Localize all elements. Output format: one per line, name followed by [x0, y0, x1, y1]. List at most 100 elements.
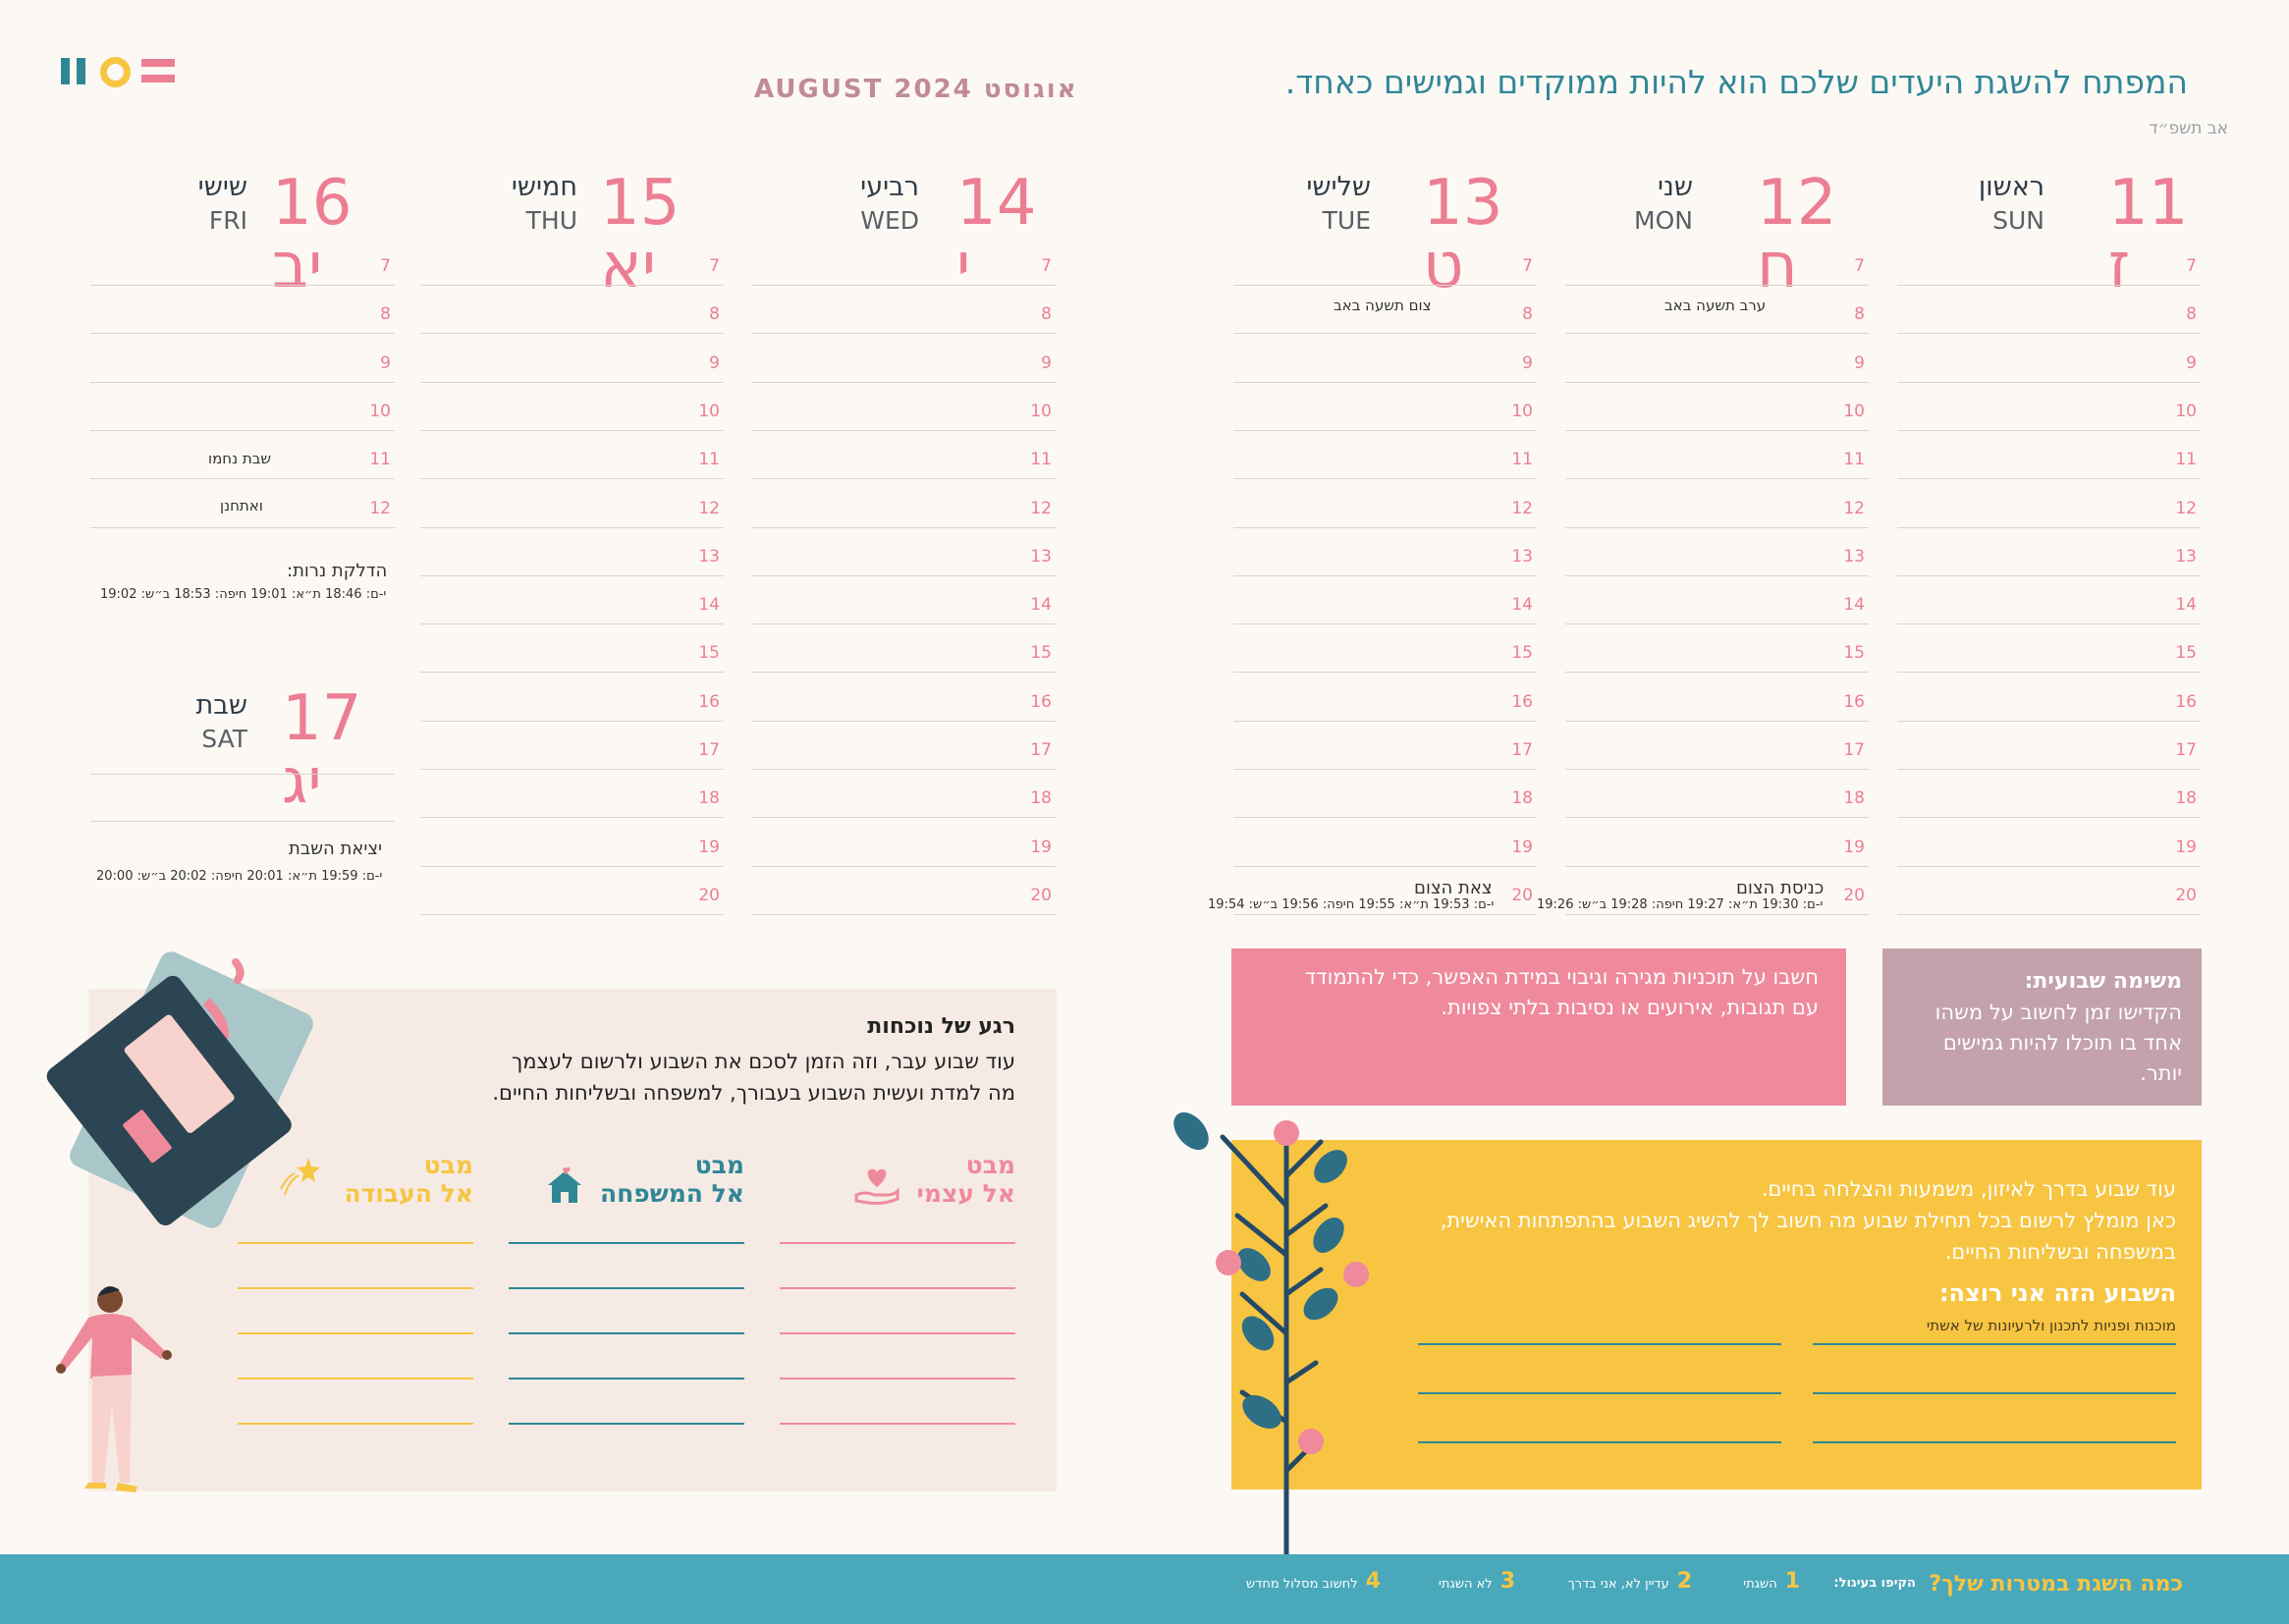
- footer-option-2[interactable]: 2עדיין לא, אני בדרך: [1567, 1569, 1692, 1594]
- hour-line[interactable]: [420, 769, 724, 770]
- hour-line[interactable]: [1897, 913, 2201, 915]
- hour-line[interactable]: [90, 381, 395, 383]
- hour-line[interactable]: [1565, 623, 1869, 625]
- hour-line[interactable]: [1233, 333, 1537, 335]
- hour-line[interactable]: [420, 720, 724, 722]
- hour-line[interactable]: [1233, 574, 1537, 576]
- footer-option-3[interactable]: 3לא השגתי: [1438, 1569, 1515, 1594]
- hour-line[interactable]: [1565, 429, 1869, 431]
- hour-line[interactable]: [420, 672, 724, 674]
- reflection-line[interactable]: [509, 1332, 744, 1334]
- hour-line[interactable]: [1565, 526, 1869, 528]
- hour-line[interactable]: [752, 574, 1056, 576]
- hour-line[interactable]: [1897, 769, 2201, 770]
- hour-line[interactable]: [420, 817, 724, 819]
- hour-line[interactable]: [90, 333, 395, 335]
- hour-line[interactable]: [1565, 381, 1869, 383]
- reflection-line[interactable]: [780, 1378, 1015, 1380]
- goal-line[interactable]: [1418, 1441, 1781, 1443]
- hour-line[interactable]: [1897, 865, 2201, 867]
- hour-line[interactable]: [752, 333, 1056, 335]
- reflection-line[interactable]: [509, 1378, 744, 1380]
- hour-line[interactable]: [90, 526, 395, 528]
- reflection-line[interactable]: [509, 1423, 744, 1425]
- hour-line[interactable]: [1565, 333, 1869, 335]
- hour-line[interactable]: [752, 720, 1056, 722]
- hour-line[interactable]: [90, 429, 395, 431]
- hour-line[interactable]: [1565, 913, 1869, 915]
- hour-line[interactable]: [1233, 478, 1537, 480]
- hour-line[interactable]: [1233, 672, 1537, 674]
- hour-line[interactable]: [420, 478, 724, 480]
- hour-line[interactable]: [1233, 285, 1537, 286]
- hour-line[interactable]: [1233, 769, 1537, 770]
- hour-line[interactable]: [420, 574, 724, 576]
- hour-line[interactable]: [1897, 333, 2201, 335]
- reflection-line[interactable]: [238, 1287, 473, 1289]
- footer-option-1[interactable]: 1השגתי: [1743, 1569, 1800, 1594]
- goal-line[interactable]: [1418, 1343, 1781, 1345]
- hour-line[interactable]: [1897, 574, 2201, 576]
- hour-line[interactable]: [752, 429, 1056, 431]
- reflection-line[interactable]: [780, 1242, 1015, 1244]
- hour-line[interactable]: [752, 478, 1056, 480]
- hour-line[interactable]: [1565, 285, 1869, 286]
- hour-line[interactable]: [1565, 478, 1869, 480]
- hour-line[interactable]: [752, 526, 1056, 528]
- goal-line[interactable]: [1813, 1441, 2176, 1443]
- hour-line[interactable]: [1233, 817, 1537, 819]
- hour-line[interactable]: [1565, 769, 1869, 770]
- hour-line[interactable]: [752, 672, 1056, 674]
- hour-line[interactable]: [420, 913, 724, 915]
- reflection-line[interactable]: [780, 1423, 1015, 1425]
- hour-line[interactable]: [1565, 817, 1869, 819]
- reflection-line[interactable]: [238, 1423, 473, 1425]
- hour-line[interactable]: [1565, 574, 1869, 576]
- hour-line[interactable]: [90, 478, 395, 480]
- hour-line[interactable]: [752, 817, 1056, 819]
- hour-line[interactable]: [1233, 720, 1537, 722]
- event-fri-2[interactable]: ואתחנן: [220, 497, 263, 514]
- reflection-line[interactable]: [238, 1378, 473, 1380]
- hour-line[interactable]: [1233, 381, 1537, 383]
- hour-line[interactable]: [1233, 623, 1537, 625]
- reflection-line[interactable]: [780, 1287, 1015, 1289]
- event-tue[interactable]: צום תשעה באב: [1334, 297, 1432, 314]
- hour-line[interactable]: [420, 429, 724, 431]
- hour-line[interactable]: [752, 381, 1056, 383]
- hour-line[interactable]: [752, 285, 1056, 286]
- event-mon[interactable]: ערב תשעה באב: [1664, 297, 1767, 314]
- hour-line[interactable]: [1897, 478, 2201, 480]
- hour-line[interactable]: [1897, 285, 2201, 286]
- footer-option-4[interactable]: 4לחשוב מסלול מחדש: [1246, 1569, 1381, 1594]
- hour-line[interactable]: [1233, 526, 1537, 528]
- hour-line[interactable]: [1897, 672, 2201, 674]
- hour-line[interactable]: [420, 623, 724, 625]
- hour-line[interactable]: [1897, 526, 2201, 528]
- goal-line[interactable]: [1813, 1343, 2176, 1345]
- hour-line[interactable]: [1565, 672, 1869, 674]
- event-fri-1[interactable]: שבת נחמו: [208, 450, 272, 467]
- reflection-line[interactable]: [238, 1332, 473, 1334]
- hour-line[interactable]: [420, 865, 724, 867]
- hour-line[interactable]: [752, 913, 1056, 915]
- reflection-line[interactable]: [509, 1287, 744, 1289]
- hour-line[interactable]: [1897, 720, 2201, 722]
- hour-line[interactable]: [1897, 429, 2201, 431]
- hour-line[interactable]: [420, 285, 724, 286]
- hour-line[interactable]: [1233, 913, 1537, 915]
- reflection-line[interactable]: [780, 1332, 1015, 1334]
- hour-line[interactable]: [752, 865, 1056, 867]
- hour-line[interactable]: [752, 769, 1056, 770]
- goal-line[interactable]: [1813, 1392, 2176, 1394]
- reflection-line[interactable]: [509, 1242, 744, 1244]
- hour-line[interactable]: [420, 333, 724, 335]
- hour-line[interactable]: [1565, 720, 1869, 722]
- hour-line[interactable]: [420, 526, 724, 528]
- hour-line[interactable]: [1233, 865, 1537, 867]
- hour-line[interactable]: [752, 623, 1056, 625]
- hour-line[interactable]: [1897, 623, 2201, 625]
- goal-line[interactable]: [1418, 1392, 1781, 1394]
- hour-line[interactable]: [90, 285, 395, 286]
- hour-line[interactable]: [1897, 817, 2201, 819]
